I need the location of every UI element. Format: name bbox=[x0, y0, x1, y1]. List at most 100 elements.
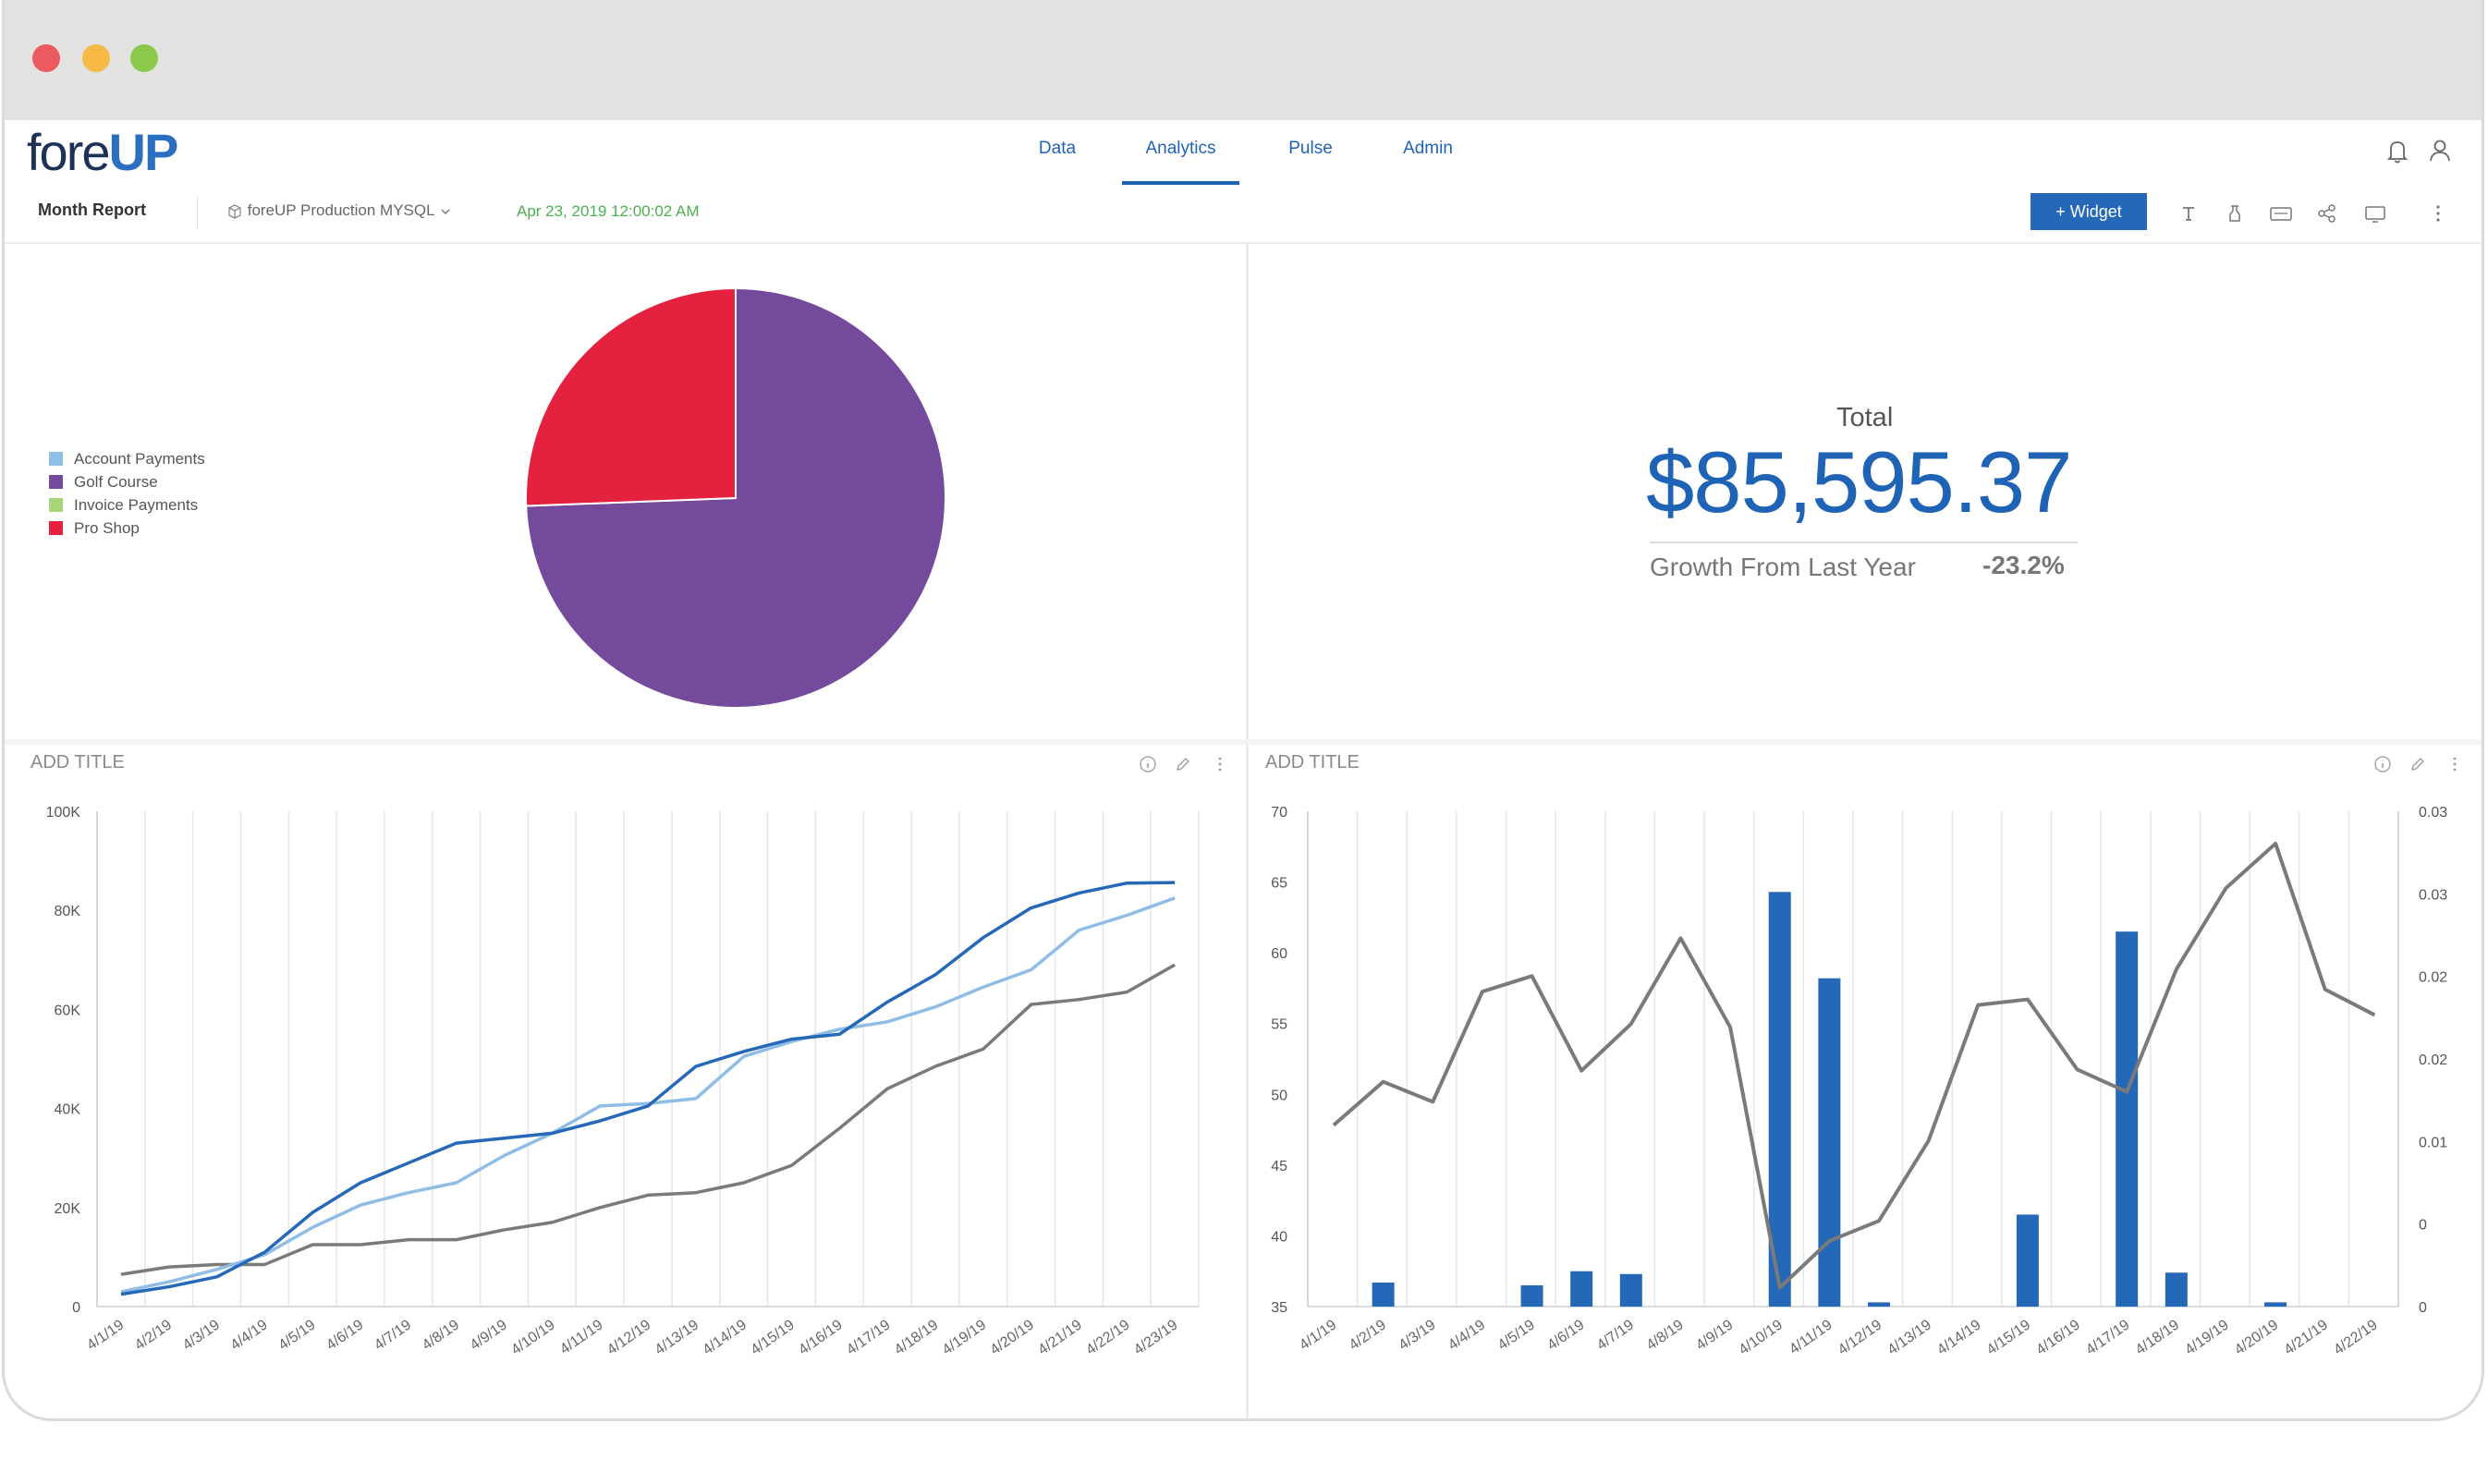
x-tick-label: 4/2/19 bbox=[1347, 1317, 1389, 1353]
bar bbox=[1520, 1285, 1543, 1307]
tab-pulse[interactable]: Pulse bbox=[1288, 139, 1333, 158]
legend-item-golf-course[interactable]: Golf Course bbox=[49, 470, 205, 493]
top-navbar: foreUP Data Analytics Pulse Admin bbox=[5, 120, 2482, 186]
info-icon[interactable] bbox=[1138, 754, 1158, 774]
filter-icon[interactable] bbox=[2221, 200, 2249, 227]
y-tick-label: 0 bbox=[72, 1300, 80, 1316]
widget-menu-icon[interactable] bbox=[1210, 754, 1230, 774]
x-tick-label: 4/9/19 bbox=[468, 1317, 510, 1353]
minimize-window-button[interactable] bbox=[82, 44, 110, 72]
bar bbox=[1818, 978, 1841, 1307]
x-tick-label: 4/16/19 bbox=[2033, 1317, 2083, 1358]
series-line bbox=[120, 963, 1177, 1276]
y-left-tick-label: 45 bbox=[1271, 1159, 1287, 1174]
x-tick-label: 4/12/19 bbox=[604, 1317, 654, 1358]
x-tick-label: 4/1/19 bbox=[84, 1317, 127, 1353]
logo-up-text: UP bbox=[108, 123, 179, 181]
foreup-logo[interactable]: foreUP bbox=[27, 122, 179, 182]
x-tick-label: 4/20/19 bbox=[2232, 1317, 2282, 1358]
x-tick-label: 4/23/19 bbox=[1131, 1317, 1181, 1358]
cube-icon bbox=[228, 203, 241, 219]
edit-icon[interactable] bbox=[2408, 754, 2428, 774]
x-tick-label: 4/14/19 bbox=[701, 1317, 750, 1358]
x-tick-label: 4/7/19 bbox=[372, 1317, 414, 1353]
text-icon[interactable] bbox=[2175, 200, 2202, 227]
y-left-tick-label: 40 bbox=[1271, 1229, 1287, 1245]
tab-analytics[interactable]: Analytics bbox=[1122, 120, 1239, 185]
series-line bbox=[120, 881, 1176, 1296]
user-icon[interactable] bbox=[2424, 135, 2456, 166]
dashboard-toolbar: Month Report foreUP Production MYSQL Apr… bbox=[5, 185, 2482, 244]
legend-swatch bbox=[49, 521, 63, 535]
y-left-tick-label: 65 bbox=[1271, 876, 1287, 892]
close-window-button[interactable] bbox=[32, 44, 60, 72]
y-tick-label: 40K bbox=[55, 1102, 81, 1118]
y-tick-label: 100K bbox=[46, 805, 81, 821]
add-widget-button[interactable]: + Widget bbox=[2031, 193, 2147, 230]
y-tick-label: 80K bbox=[55, 904, 81, 919]
series-line bbox=[120, 896, 1176, 1294]
y-right-tick-label: 0 bbox=[2419, 1218, 2427, 1234]
x-tick-label: 4/20/19 bbox=[988, 1317, 1038, 1358]
y-right-tick-label: 0.01 bbox=[2419, 1135, 2447, 1150]
x-tick-label: 4/8/19 bbox=[1644, 1317, 1687, 1353]
x-tick-label: 4/17/19 bbox=[844, 1317, 894, 1358]
growth-label: Growth From Last Year bbox=[1650, 553, 1916, 581]
x-tick-label: 4/10/19 bbox=[508, 1317, 558, 1358]
kpi-total-value: $85,595.37 bbox=[1646, 433, 2072, 530]
widget-menu-icon[interactable] bbox=[2445, 754, 2465, 774]
x-tick-label: 4/18/19 bbox=[892, 1317, 942, 1358]
row-divider bbox=[5, 739, 2482, 745]
legend-item-account-payments[interactable]: Account Payments bbox=[49, 447, 205, 470]
bell-icon[interactable] bbox=[2382, 135, 2413, 166]
tab-data[interactable]: Data bbox=[1038, 139, 1077, 158]
legend-item-invoice-payments[interactable]: Invoice Payments bbox=[49, 493, 205, 517]
chevron-down-icon bbox=[441, 208, 450, 214]
window-titlebar bbox=[5, 0, 2482, 120]
last-updated-timestamp: Apr 23, 2019 12:00:02 AM bbox=[517, 202, 700, 220]
logo-text: fore bbox=[27, 123, 110, 181]
x-tick-label: 4/13/19 bbox=[1884, 1317, 1934, 1358]
series-line bbox=[1332, 841, 2376, 1290]
x-tick-label: 4/3/19 bbox=[180, 1317, 223, 1353]
x-tick-label: 4/13/19 bbox=[652, 1317, 702, 1358]
growth-value: -23.2% bbox=[1982, 551, 2065, 579]
y-left-tick-label: 70 bbox=[1271, 805, 1287, 821]
bar bbox=[1570, 1271, 1593, 1307]
bar bbox=[1619, 1273, 1642, 1307]
legend-swatch bbox=[49, 475, 63, 489]
column-divider bbox=[1246, 242, 1249, 1418]
tab-admin[interactable]: Admin bbox=[1403, 139, 1453, 158]
datasource-selector[interactable]: foreUP Production MYSQL bbox=[226, 201, 452, 220]
legend-item-pro-shop[interactable]: Pro Shop bbox=[49, 517, 205, 540]
info-icon[interactable] bbox=[2372, 754, 2393, 774]
widget-title[interactable]: ADD TITLE bbox=[30, 752, 125, 772]
x-tick-label: 4/11/19 bbox=[1787, 1317, 1836, 1357]
bar bbox=[1868, 1302, 1890, 1307]
y-tick-label: 20K bbox=[55, 1201, 81, 1217]
x-tick-label: 4/1/19 bbox=[1297, 1317, 1339, 1353]
edit-icon[interactable] bbox=[1173, 754, 1193, 774]
more-options-icon[interactable] bbox=[2424, 200, 2452, 227]
x-tick-label: 4/5/19 bbox=[275, 1317, 318, 1353]
bar bbox=[1372, 1282, 1395, 1307]
x-tick-label: 4/5/19 bbox=[1495, 1317, 1538, 1353]
line-chart: 0 20K 40K 60K 80K 100K 4/1/19 4/2/19 4/3/19 4/4/1… bbox=[46, 805, 1200, 1358]
kpi-label: Total bbox=[1836, 403, 1894, 432]
widget-title[interactable]: ADD TITLE bbox=[1265, 752, 1360, 772]
x-tick-label: 4/22/19 bbox=[1083, 1317, 1133, 1358]
maximize-window-button[interactable] bbox=[130, 44, 158, 72]
presentation-icon[interactable] bbox=[2361, 200, 2389, 227]
y-right-tick-label: 0.02 bbox=[2419, 970, 2447, 986]
share-icon[interactable] bbox=[2313, 200, 2341, 227]
x-tick-label: 4/12/19 bbox=[1836, 1317, 1885, 1358]
x-tick-label: 4/2/19 bbox=[132, 1317, 175, 1353]
pdf-icon[interactable] bbox=[2267, 200, 2295, 227]
x-tick-label: 4/22/19 bbox=[2331, 1317, 2381, 1358]
bar bbox=[2016, 1214, 2039, 1307]
x-tick-label: 4/15/19 bbox=[1984, 1317, 2034, 1358]
y-left-tick-label: 50 bbox=[1271, 1088, 1287, 1103]
browser-window: foreUP Data Analytics Pulse Admin Month … bbox=[2, 0, 2484, 1421]
x-tick-label: 4/15/19 bbox=[748, 1317, 798, 1358]
report-name[interactable]: Month Report bbox=[38, 201, 146, 219]
